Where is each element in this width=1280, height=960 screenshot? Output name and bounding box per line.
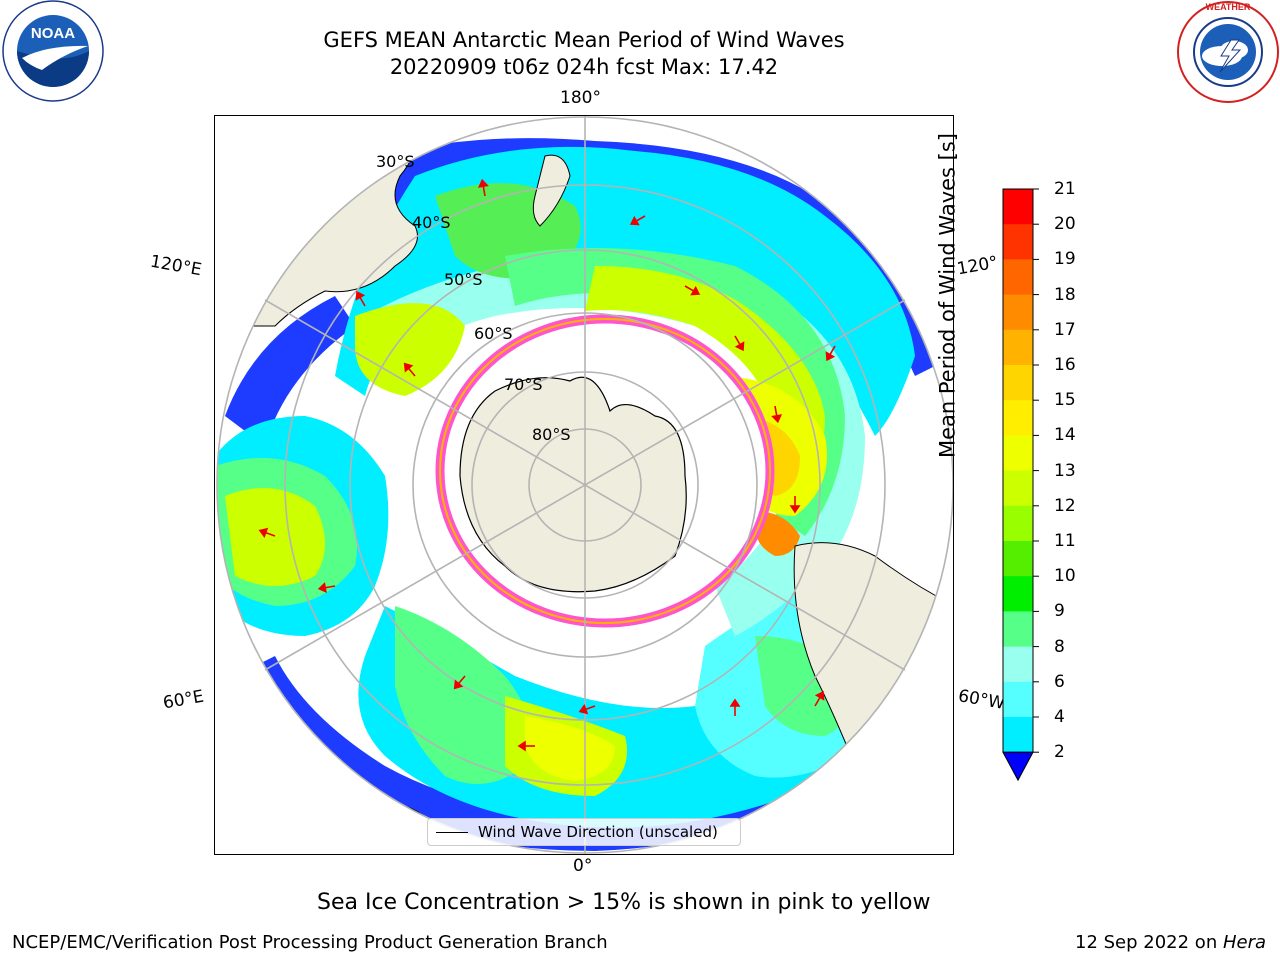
colorbar-tick-label: 14	[1054, 425, 1076, 446]
legend-label: Wind Wave Direction (unscaled)	[478, 823, 718, 841]
colorbar-tick-label: 21	[1054, 179, 1076, 199]
colorbar-tick-label: 10	[1054, 566, 1076, 587]
lat-label-30s: 30°S	[376, 152, 415, 171]
colorbar-tick-label: 9	[1054, 601, 1065, 622]
lon-label-120e: 120°E	[148, 251, 204, 281]
footer-date-text: 12 Sep 2022 on	[1075, 932, 1223, 953]
noaa-logo: NOAA	[2, 0, 104, 102]
colorbar-segment	[1003, 576, 1033, 612]
colorbar-tick-label: 11	[1054, 531, 1076, 551]
colorbar	[1002, 188, 1039, 782]
lon-label-180: 180°	[560, 88, 601, 108]
colorbar-tick-label: 15	[1054, 390, 1076, 411]
colorbar-segment	[1003, 400, 1033, 436]
colorbar-segment	[1003, 259, 1033, 296]
lat-label-80s: 80°S	[532, 425, 571, 444]
colorbar-tick-label: 17	[1054, 319, 1076, 340]
sea-ice-caption: Sea Ice Concentration > 15% is shown in …	[317, 890, 931, 915]
colorbar-tick-label: 2	[1054, 742, 1065, 763]
colorbar-segment	[1003, 717, 1033, 753]
colorbar-segment	[1003, 505, 1033, 542]
graticule	[216, 116, 953, 854]
colorbar-tick-label: 8	[1054, 636, 1065, 657]
lat-label-40s: 40°S	[412, 213, 451, 232]
colorbar-tick-label: 20	[1054, 214, 1076, 235]
legend-line-swatch	[436, 831, 468, 833]
colorbar-segment	[1003, 541, 1033, 577]
colorbar-extend-triangle	[1002, 751, 1034, 782]
chart-subtitle: 20220909 t06z 024h fcst Max: 17.42	[389, 55, 779, 79]
colorbar-segment	[1003, 294, 1033, 331]
colorbar-tick-label: 12	[1054, 495, 1076, 516]
colorbar-segment	[1003, 611, 1033, 648]
lon-label-0: 0°	[573, 856, 593, 876]
madagascar-landmass	[217, 755, 289, 817]
colorbar-tick-label: 4	[1054, 707, 1065, 727]
noaa-logo-text: NOAA	[31, 25, 75, 42]
lat-label-50s: 50°S	[444, 270, 483, 289]
colorbar-tick-label: 6	[1054, 671, 1065, 692]
colorbar-segment	[1003, 681, 1033, 718]
arrow-legend: Wind Wave Direction (unscaled)	[427, 818, 741, 846]
colorbar-tick-label: 18	[1054, 284, 1076, 305]
wind-wave-arrows	[258, 178, 836, 752]
footer-date: 12 Sep 2022 on Hera	[1075, 932, 1266, 953]
polar-map	[216, 116, 953, 854]
nws-logo: WEATHER	[1177, 1, 1279, 103]
lat-label-70s: 70°S	[504, 375, 543, 394]
svg-text:WEATHER: WEATHER	[1206, 2, 1251, 12]
colorbar-segment	[1003, 365, 1033, 401]
colorbar-segment	[1003, 435, 1033, 472]
map-panel[interactable]	[214, 115, 954, 855]
colorbar-tick-label: 19	[1054, 249, 1076, 270]
colorbar-tick-label: 16	[1054, 355, 1076, 375]
colorbar-segment	[1003, 189, 1033, 225]
colorbar-segment	[1003, 646, 1033, 683]
colorbar-segment	[1003, 329, 1033, 366]
colorbar-label: Mean Period of Wind Waves [s]	[935, 133, 960, 458]
new-zealand-landmass	[532, 154, 571, 227]
colorbar-segment	[1003, 224, 1033, 260]
colorbar-tick-label: 13	[1054, 460, 1076, 481]
colorbar-segment	[1003, 470, 1033, 507]
footer-machine: Hera	[1222, 932, 1266, 953]
lon-label-60e: 60°E	[161, 686, 206, 714]
lat-label-60s: 60°S	[474, 324, 513, 343]
footer-branch: NCEP/EMC/Verification Post Processing Pr…	[12, 932, 608, 953]
chart-title: GEFS MEAN Antarctic Mean Period of Wind …	[323, 28, 845, 52]
